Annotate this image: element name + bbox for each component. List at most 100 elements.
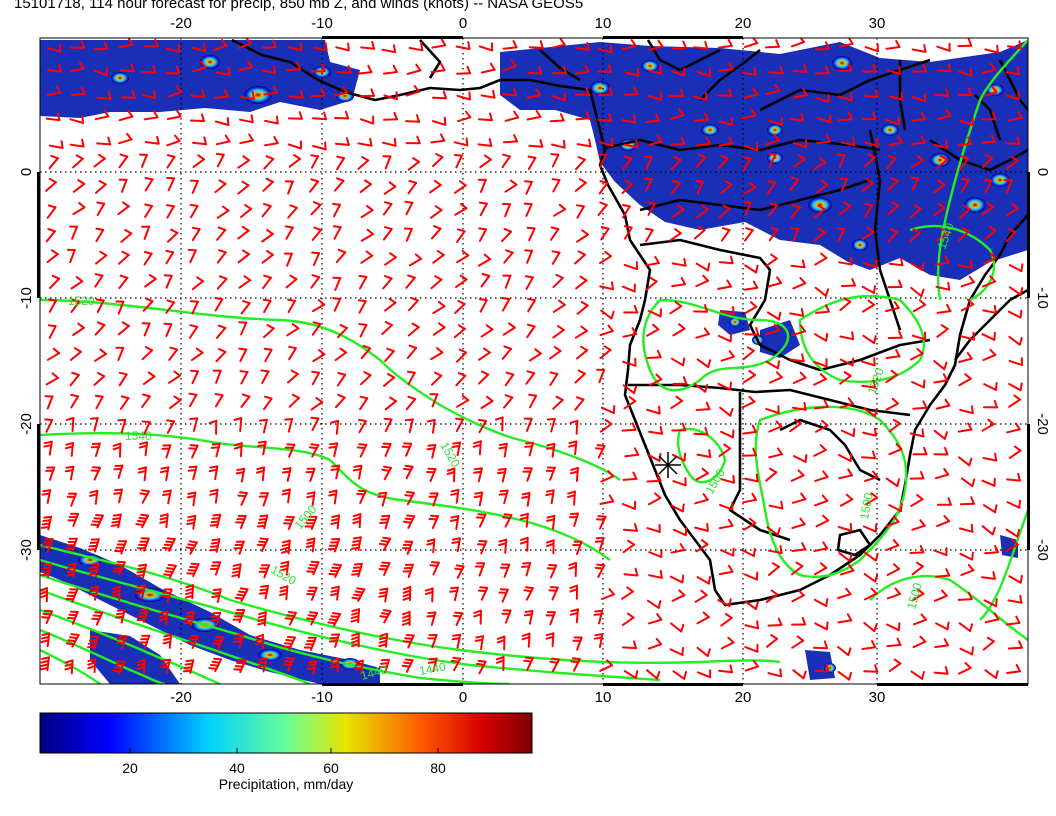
contour-label: 1500 xyxy=(857,491,875,520)
wind-barb xyxy=(46,347,61,361)
wind-barb xyxy=(120,229,133,243)
wind-barb xyxy=(697,669,712,679)
wind-barb xyxy=(933,202,946,217)
wind-barb xyxy=(88,586,100,601)
wind-barb xyxy=(161,588,173,603)
wind-barb xyxy=(430,347,444,361)
wind-barb xyxy=(765,133,780,146)
wind-barb xyxy=(191,226,201,242)
wind-barb xyxy=(526,226,536,242)
wind-barb xyxy=(357,156,370,170)
wind-barb xyxy=(546,539,555,555)
wind-barb xyxy=(623,670,639,679)
wind-barb xyxy=(358,274,368,290)
wind-barb xyxy=(864,492,878,506)
wind-barb xyxy=(1006,664,1021,674)
wind-barb xyxy=(41,609,53,625)
wind-barb xyxy=(378,561,391,576)
wind-barb xyxy=(87,538,100,553)
wind-barb xyxy=(237,38,252,49)
wind-barb xyxy=(789,112,804,122)
wind-barb xyxy=(454,299,466,314)
wind-barb xyxy=(499,563,511,578)
wind-barb xyxy=(165,65,180,75)
wind-barb xyxy=(958,622,974,632)
wind-barb xyxy=(239,114,254,124)
wind-barb xyxy=(120,90,136,99)
wind-barb xyxy=(504,179,518,193)
wind-barb xyxy=(239,133,254,145)
wind-barb xyxy=(983,504,998,514)
wind-barb xyxy=(284,180,294,195)
wind-barb xyxy=(166,109,182,120)
wind-barb xyxy=(46,85,62,96)
wind-barb xyxy=(498,588,509,603)
wind-barb xyxy=(306,560,320,576)
wind-barb xyxy=(862,427,877,437)
wind-barb xyxy=(934,638,949,649)
wind-barb xyxy=(215,66,231,76)
wind-barb xyxy=(670,357,686,367)
wind-barb xyxy=(744,643,759,653)
wind-barb xyxy=(257,611,267,627)
colorbar-tick: 40 xyxy=(229,760,245,776)
wind-barb xyxy=(477,540,488,555)
wind-barb xyxy=(569,608,579,624)
wind-barb xyxy=(311,299,326,313)
wind-barb xyxy=(644,227,654,243)
wind-barb xyxy=(911,44,927,53)
wind-barb xyxy=(744,227,754,242)
wind-barb xyxy=(383,181,397,195)
wind-barb xyxy=(741,395,756,409)
wind-barb xyxy=(477,253,492,267)
wind-barb xyxy=(191,42,206,52)
wind-barb xyxy=(599,494,615,505)
wind-barb xyxy=(112,442,122,458)
wind-barb xyxy=(765,84,781,95)
wind-barb xyxy=(502,203,511,218)
wind-barb xyxy=(648,426,664,435)
wind-barb xyxy=(885,477,901,487)
wind-barb xyxy=(984,44,999,54)
wind-barb xyxy=(136,608,149,623)
wind-barb xyxy=(912,400,928,410)
wind-barb xyxy=(622,384,638,395)
wind-barb xyxy=(983,399,998,409)
bottom-lon-labels: -20 -10 0 10 20 30 xyxy=(170,689,885,706)
lat-tick-label: 0 xyxy=(1034,168,1051,176)
wind-barb xyxy=(886,155,897,170)
wind-barb xyxy=(793,454,808,463)
wind-barb xyxy=(135,513,150,529)
wind-barb xyxy=(567,490,576,506)
wind-barb xyxy=(304,515,318,530)
wind-barb xyxy=(621,500,637,510)
wind-barb xyxy=(839,331,855,341)
wind-barb xyxy=(384,252,397,266)
wind-barb xyxy=(72,322,85,336)
wind-barb xyxy=(743,38,759,49)
wind-barb xyxy=(912,299,927,313)
wind-barb xyxy=(498,538,508,554)
wind-barb xyxy=(72,179,86,193)
wind-barb xyxy=(40,587,48,603)
wind-barb xyxy=(357,64,373,75)
wind-barb xyxy=(912,613,928,626)
wind-barb xyxy=(430,133,446,144)
wind-barb xyxy=(239,370,249,385)
wind-barb xyxy=(69,347,82,361)
wind-barb xyxy=(88,562,100,578)
wind-barb xyxy=(407,179,418,195)
wind-barb xyxy=(95,250,108,265)
wind-barb xyxy=(498,489,509,505)
wind-barb xyxy=(717,154,729,169)
contour-label: 1500 xyxy=(904,581,925,611)
wind-barb xyxy=(550,226,560,241)
wind-barb xyxy=(66,492,77,507)
wind-barb xyxy=(766,311,782,321)
wind-barb xyxy=(546,564,558,579)
wind-barb xyxy=(431,116,447,126)
lon-tick-label: -10 xyxy=(311,689,333,706)
wind-barb xyxy=(813,598,829,607)
wind-barb xyxy=(311,226,322,241)
wind-barb xyxy=(669,228,682,242)
